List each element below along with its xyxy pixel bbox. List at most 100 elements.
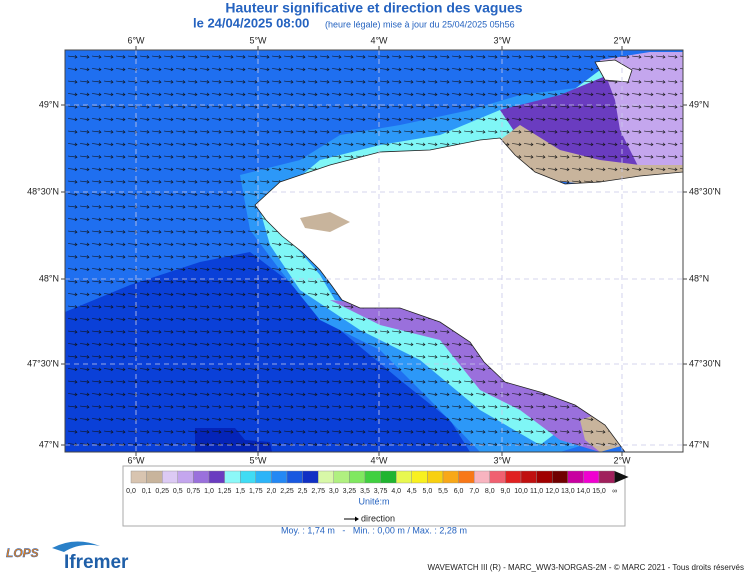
- arrow: [655, 118, 666, 120]
- arrow: [355, 393, 366, 395]
- arrow: [367, 318, 378, 320]
- arrow: [595, 105, 606, 108]
- legend-label: 1,75: [249, 488, 263, 495]
- arrow: [499, 418, 510, 420]
- arrow-head: [254, 255, 258, 259]
- arrow: [103, 130, 114, 133]
- arrow: [643, 155, 654, 158]
- arrow: [523, 430, 534, 433]
- arrow-head: [266, 280, 270, 284]
- arrow: [163, 355, 174, 358]
- arrow: [643, 118, 654, 120]
- arrow-head: [530, 80, 534, 84]
- arrow-head: [506, 417, 510, 422]
- arrow: [595, 168, 606, 170]
- arrow: [211, 168, 222, 170]
- arrow: [247, 393, 258, 395]
- arrow: [103, 55, 114, 58]
- arrow: [499, 118, 510, 120]
- arrow: [175, 230, 186, 233]
- arrow: [187, 430, 198, 433]
- arrow: [163, 93, 174, 95]
- arrow: [103, 143, 114, 145]
- arrow: [175, 280, 186, 283]
- arrow: [331, 93, 342, 95]
- arrow: [487, 68, 498, 70]
- arrow-head: [410, 380, 414, 384]
- arrow: [667, 168, 678, 170]
- arrow: [475, 55, 486, 58]
- arrow-head: [194, 442, 198, 447]
- arrow: [139, 430, 150, 433]
- arrow: [127, 130, 138, 133]
- arrow-head: [554, 405, 558, 409]
- arrow-head: [687, 380, 689, 383]
- arrow-head: [134, 92, 138, 97]
- arrow: [391, 355, 402, 358]
- arrow-head: [506, 80, 510, 84]
- arrow-head: [98, 255, 102, 259]
- arrow-head: [542, 55, 546, 59]
- arrow: [271, 268, 282, 270]
- arrow: [427, 355, 438, 358]
- arrow-head: [662, 80, 666, 84]
- arrow: [151, 418, 162, 420]
- arrow-head: [254, 80, 258, 84]
- arrow: [295, 255, 306, 258]
- arrow-head: [74, 292, 78, 297]
- arrow: [199, 443, 210, 445]
- arrow-head: [230, 442, 234, 447]
- arrow-head: [362, 392, 366, 397]
- arrow-head: [230, 342, 234, 347]
- arrow-head: [98, 242, 102, 247]
- arrow-head: [194, 117, 198, 122]
- arrow: [367, 330, 378, 333]
- arrow-head: [470, 417, 474, 422]
- arrow-head: [206, 280, 210, 284]
- arrow-head: [674, 155, 678, 159]
- arrow: [367, 118, 378, 120]
- arrow-head: [446, 330, 450, 334]
- arrow-head: [98, 167, 102, 172]
- arrow: [103, 155, 114, 158]
- arrow-head: [446, 117, 450, 122]
- arrow: [163, 105, 174, 108]
- arrow-head: [206, 392, 210, 397]
- arrow: [415, 80, 426, 83]
- arrow: [259, 368, 270, 370]
- arrow-head: [302, 142, 306, 147]
- land: [254, 137, 683, 452]
- arrow: [403, 368, 414, 370]
- arrow: [115, 55, 126, 58]
- arrow: [235, 293, 246, 295]
- arrow-head: [362, 330, 366, 334]
- arrow-head: [482, 405, 486, 409]
- arrow-head: [687, 268, 689, 271]
- arrow-head: [554, 155, 558, 159]
- arrow-head: [446, 67, 450, 72]
- arrow: [235, 168, 246, 170]
- arrow-head: [290, 142, 294, 147]
- arrow-head: [266, 105, 270, 109]
- arrow: [451, 443, 462, 445]
- arrow: [583, 443, 594, 445]
- arrow-head: [122, 330, 126, 334]
- legend-label: 0,0: [126, 488, 136, 495]
- arrow-head: [182, 430, 186, 434]
- arrow-head: [434, 142, 438, 147]
- arrow-head: [110, 305, 114, 309]
- legend-swatch: [520, 470, 537, 484]
- arrow: [343, 393, 354, 395]
- arrow-head: [218, 92, 222, 97]
- arrow: [547, 155, 558, 158]
- arrow: [475, 93, 486, 95]
- arrow-head: [74, 417, 78, 422]
- arrow-head: [254, 292, 258, 297]
- arrow: [223, 118, 234, 120]
- arrow-head: [158, 130, 162, 134]
- arrow: [151, 243, 162, 245]
- arrow-head: [650, 67, 654, 72]
- arrow: [163, 68, 174, 70]
- arrow: [631, 118, 642, 120]
- arrow-head: [687, 143, 689, 146]
